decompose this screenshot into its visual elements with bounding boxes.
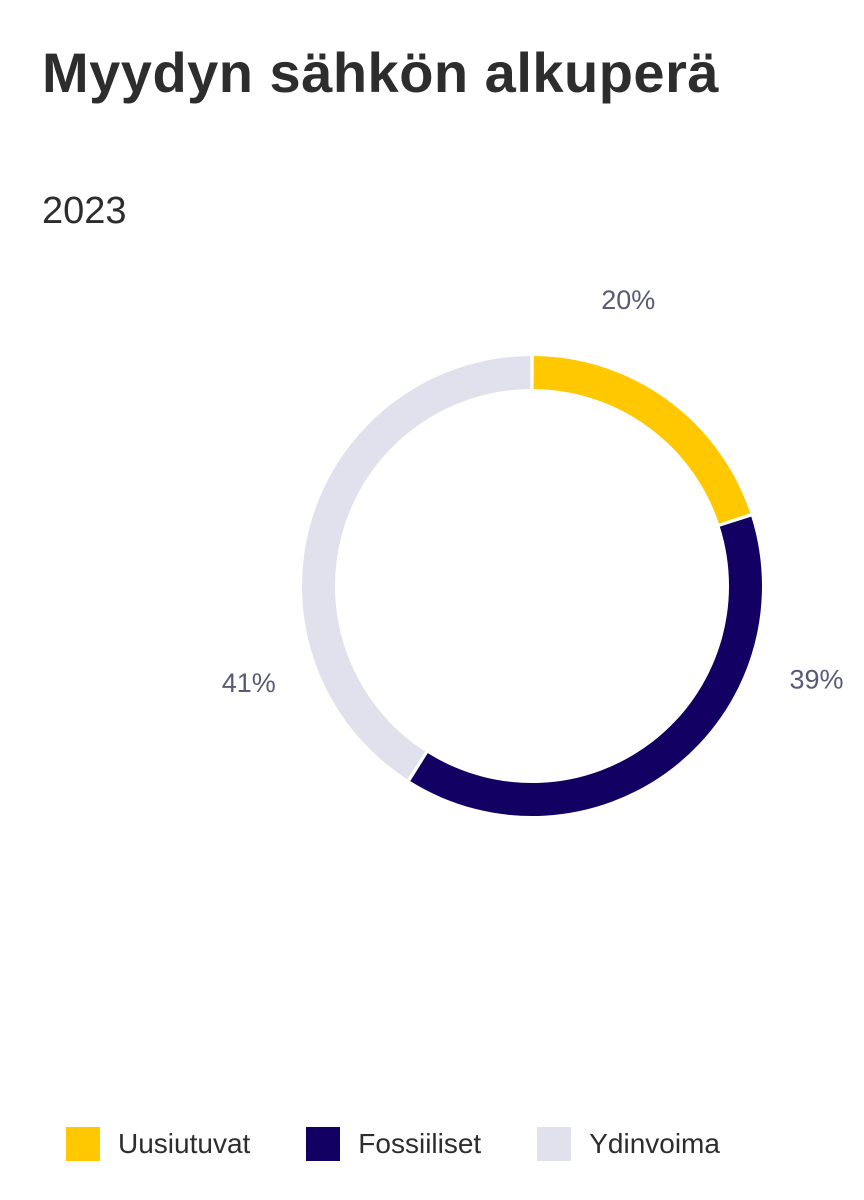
chart-subtitle: 2023 xyxy=(42,190,127,232)
legend-item-uusiutuvat[interactable]: Uusiutuvat xyxy=(66,1127,250,1161)
data-label-uusiutuvat: 20% xyxy=(601,285,655,315)
legend-swatch-ydinvoima xyxy=(537,1127,572,1161)
data-label-ydinvoima: 41% xyxy=(222,668,276,698)
legend-item-ydinvoima[interactable]: Ydinvoima xyxy=(537,1127,720,1161)
donut-slice-uusiutuvat[interactable] xyxy=(533,356,751,524)
legend-swatch-uusiutuvat xyxy=(66,1127,100,1161)
donut-slice-fossiiliset[interactable] xyxy=(410,516,762,816)
legend-item-fossiiliset[interactable]: Fossiiliset xyxy=(306,1127,481,1161)
donut-slice-ydinvoima[interactable] xyxy=(302,356,531,780)
data-label-fossiiliset: 39% xyxy=(789,664,843,694)
chart-legend: Uusiutuvat Fossiiliset Ydinvoima xyxy=(66,1127,776,1161)
chart-title: Myydyn sähkön alkuperä xyxy=(42,41,720,104)
legend-label-fossiiliset: Fossiiliset xyxy=(358,1128,482,1159)
legend-swatch-fossiiliset xyxy=(306,1127,341,1161)
legend-label-ydinvoima: Ydinvoima xyxy=(589,1128,720,1159)
legend-label-uusiutuvat: Uusiutuvat xyxy=(118,1128,251,1159)
